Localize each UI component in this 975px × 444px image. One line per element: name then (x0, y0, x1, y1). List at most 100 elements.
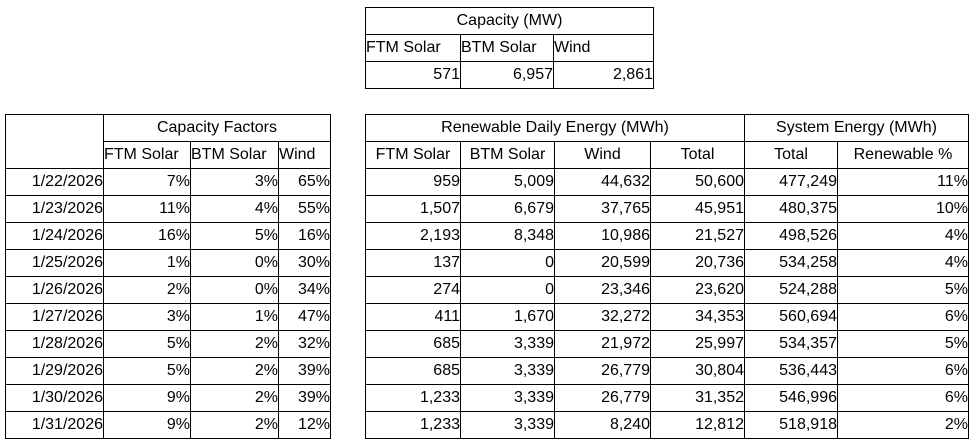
energy-value-cell: 560,694 (744, 303, 838, 331)
table-row: 685 3,339 26,779 30,804 536,443 6% (365, 357, 969, 385)
capacity-factor-cell: 1/28/2026 (5, 330, 104, 358)
energy-value-cell: 5,009 (460, 168, 555, 196)
capacity-factor-cell: 16% (103, 222, 191, 250)
energy-value-cell: 685 (365, 330, 461, 358)
table-header-row: FTM Solar BTM Solar Wind Total Total Ren… (365, 141, 969, 169)
capacity-table: Capacity (MW) FTM Solar BTM Solar Wind 5… (365, 7, 654, 89)
column-header-wind: Wind (553, 34, 654, 62)
energy-value-cell: 6% (837, 384, 969, 412)
energy-value-cell: 534,357 (744, 330, 838, 358)
energy-value-cell: 0 (460, 276, 555, 304)
capacity-value-cell: 2,861 (553, 61, 654, 89)
capacity-factor-cell: 9% (103, 384, 191, 412)
capacity-factor-cell: 34% (278, 276, 331, 304)
table-row: 1/29/2026 5% 2% 39% (5, 357, 331, 385)
energy-value-cell: 21,527 (650, 222, 745, 250)
column-header-ftm-solar: FTM Solar (365, 34, 461, 62)
capacity-factor-cell: 39% (278, 357, 331, 385)
energy-value-cell: 10% (837, 195, 969, 223)
capacity-factor-cell: 12% (278, 411, 331, 439)
capacity-value-cell: 6,957 (460, 61, 554, 89)
capacity-factor-cell: 47% (278, 303, 331, 331)
energy-value-cell: 30,804 (650, 357, 745, 385)
column-header-btm-solar: BTM Solar (460, 34, 554, 62)
capacity-factors-table: Capacity Factors FTM Solar BTM Solar Win… (5, 114, 331, 439)
table-row: 1,507 6,679 37,765 45,951 480,375 10% (365, 195, 969, 223)
capacity-factor-cell: 0% (190, 276, 279, 304)
energy-value-cell: 1,507 (365, 195, 461, 223)
energy-value-cell: 1,670 (460, 303, 555, 331)
capacity-factor-cell: 3% (103, 303, 191, 331)
energy-table: Renewable Daily Energy (MWh) System Ener… (365, 114, 969, 439)
table-title-row: Capacity (MW) (365, 7, 654, 35)
energy-value-cell: 536,443 (744, 357, 838, 385)
energy-value-cell: 137 (365, 249, 461, 277)
energy-value-cell: 8,240 (554, 411, 651, 439)
table-row: 411 1,670 32,272 34,353 560,694 6% (365, 303, 969, 331)
energy-value-cell: 6% (837, 303, 969, 331)
energy-value-cell: 2,193 (365, 222, 461, 250)
energy-value-cell: 685 (365, 357, 461, 385)
capacity-factors-title: Capacity Factors (103, 114, 331, 142)
energy-value-cell: 0 (460, 249, 555, 277)
column-header-wind: Wind (278, 141, 331, 169)
table-row: 274 0 23,346 23,620 524,288 5% (365, 276, 969, 304)
table-row: 1/28/2026 5% 2% 32% (5, 330, 331, 358)
energy-value-cell: 3,339 (460, 411, 555, 439)
capacity-factor-cell: 1% (103, 249, 191, 277)
capacity-factor-cell: 1/27/2026 (5, 303, 104, 331)
capacity-factor-cell: 5% (190, 222, 279, 250)
table-row: 1/30/2026 9% 2% 39% (5, 384, 331, 412)
capacity-factor-cell: 39% (278, 384, 331, 412)
energy-value-cell: 20,599 (554, 249, 651, 277)
energy-value-cell: 44,632 (554, 168, 651, 196)
energy-value-cell: 25,997 (650, 330, 745, 358)
energy-value-cell: 34,353 (650, 303, 745, 331)
table-title-row: Capacity Factors (5, 114, 331, 169)
capacity-factor-cell: 1/24/2026 (5, 222, 104, 250)
energy-value-cell: 2% (837, 411, 969, 439)
energy-value-cell: 26,779 (554, 384, 651, 412)
energy-value-cell: 45,951 (650, 195, 745, 223)
energy-value-cell: 411 (365, 303, 461, 331)
energy-value-cell: 959 (365, 168, 461, 196)
capacity-factor-cell: 55% (278, 195, 331, 223)
energy-value-cell: 23,346 (554, 276, 651, 304)
table-row: 1/23/2026 11% 4% 55% (5, 195, 331, 223)
capacity-factor-cell: 1/26/2026 (5, 276, 104, 304)
table-row: 1,233 3,339 8,240 12,812 518,918 2% (365, 411, 969, 439)
table-row: 1/25/2026 1% 0% 30% (5, 249, 331, 277)
capacity-factor-cell: 65% (278, 168, 331, 196)
energy-value-cell: 8,348 (460, 222, 555, 250)
energy-value-cell: 1,233 (365, 384, 461, 412)
capacity-factor-cell: 1/23/2026 (5, 195, 104, 223)
capacity-factor-cell: 2% (190, 384, 279, 412)
capacity-factor-cell: 1/25/2026 (5, 249, 104, 277)
energy-value-cell: 20,736 (650, 249, 745, 277)
table-row: 959 5,009 44,632 50,600 477,249 11% (365, 168, 969, 196)
capacity-factor-cell: 11% (103, 195, 191, 223)
capacity-factor-cell: 5% (103, 357, 191, 385)
energy-value-cell: 274 (365, 276, 461, 304)
energy-value-cell: 37,765 (554, 195, 651, 223)
table-row: 2,193 8,348 10,986 21,527 498,526 4% (365, 222, 969, 250)
energy-value-cell: 23,620 (650, 276, 745, 304)
energy-value-cell: 5% (837, 330, 969, 358)
column-header-btm-solar: BTM Solar (460, 141, 555, 169)
capacity-factor-cell: 2% (190, 330, 279, 358)
energy-value-cell: 6,679 (460, 195, 555, 223)
capacity-factor-cell: 2% (190, 357, 279, 385)
energy-value-cell: 32,272 (554, 303, 651, 331)
energy-value-cell: 546,996 (744, 384, 838, 412)
capacity-factor-cell: 1/29/2026 (5, 357, 104, 385)
energy-value-cell: 11% (837, 168, 969, 196)
table-header-row: FTM Solar BTM Solar Wind (6, 141, 331, 169)
capacity-factor-cell: 9% (103, 411, 191, 439)
capacity-factor-cell: 1% (190, 303, 279, 331)
energy-value-cell: 3,339 (460, 384, 555, 412)
energy-value-cell: 26,779 (554, 357, 651, 385)
capacity-factor-cell: 2% (190, 411, 279, 439)
capacity-factor-cell: 4% (190, 195, 279, 223)
capacity-factor-cell: 2% (103, 276, 191, 304)
